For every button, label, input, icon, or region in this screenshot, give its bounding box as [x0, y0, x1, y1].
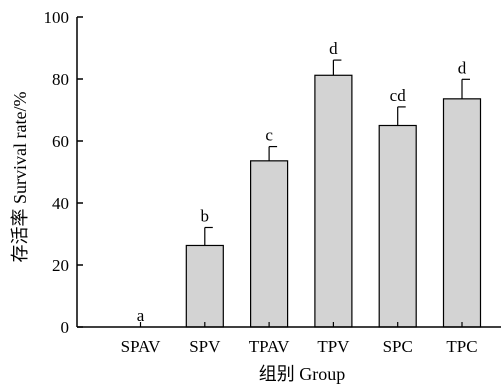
x-axis-title: 组别 Group	[259, 364, 346, 384]
x-category-label: TPC	[446, 337, 477, 356]
labels-layer: a SPAV b SPV c TPAV d TPV cd SPC d TPC	[121, 39, 478, 356]
bar-tpc	[442, 98, 482, 328]
y-axis-title: 存活率 Survival rate/%	[10, 92, 30, 263]
bar-tpav	[250, 160, 289, 328]
significance-label: d	[329, 39, 338, 58]
significance-label: cd	[390, 86, 407, 105]
x-category-label: TPAV	[249, 337, 290, 356]
x-category-label: SPV	[189, 337, 221, 356]
bar-tpv	[314, 74, 353, 328]
bar-spc	[378, 124, 417, 328]
x-category-label: SPC	[383, 337, 413, 356]
y-tick-label: 80	[52, 70, 69, 89]
significance-label: b	[201, 206, 210, 225]
error-bars-layer	[204, 59, 470, 246]
y-tick-label: 40	[52, 194, 69, 213]
bars-layer	[185, 74, 482, 328]
y-tick-label: 60	[52, 132, 69, 151]
y-ticks-layer: 0 20 40 60 80 100	[44, 8, 83, 337]
axes-layer	[76, 17, 501, 328]
significance-label: c	[265, 126, 273, 145]
y-tick-label: 100	[44, 8, 70, 27]
y-tick-label: 20	[52, 256, 69, 275]
bar-spv	[185, 244, 224, 328]
significance-label: a	[137, 306, 145, 325]
x-category-label: TPV	[317, 337, 350, 356]
x-category-label: SPAV	[121, 337, 161, 356]
y-tick-label: 0	[61, 318, 70, 337]
significance-label: d	[458, 58, 467, 77]
